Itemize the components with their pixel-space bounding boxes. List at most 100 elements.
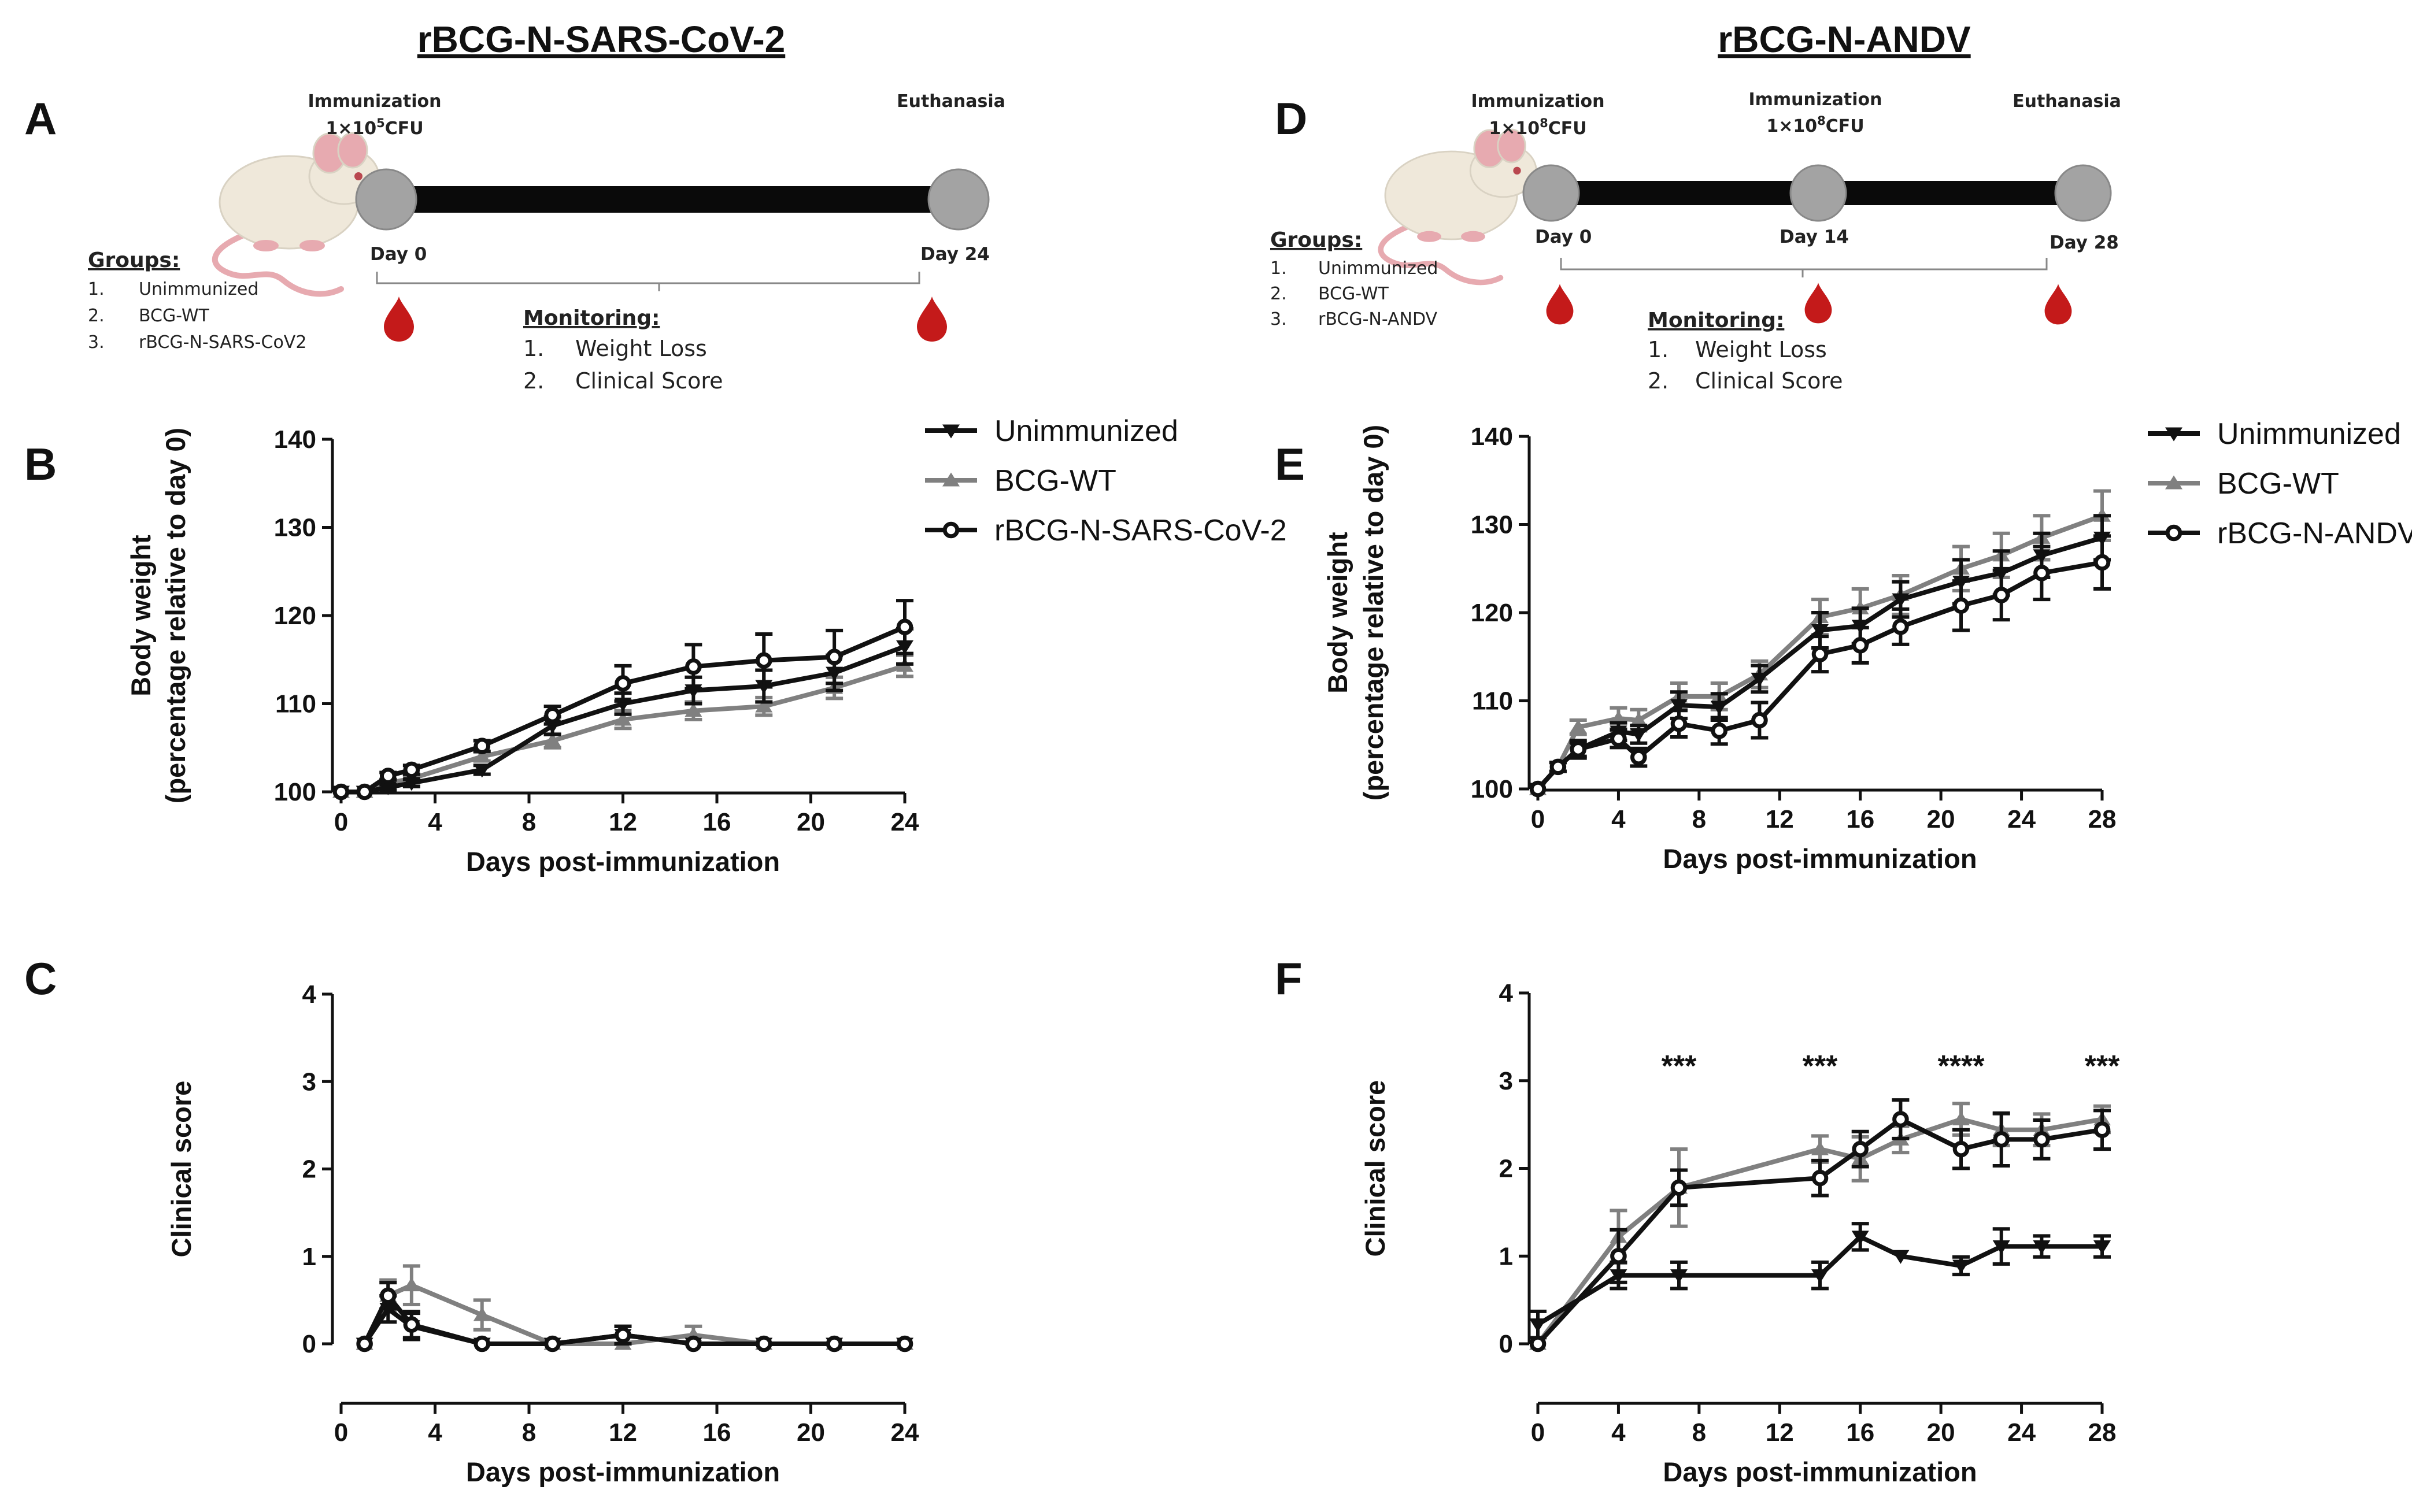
- data-point-circle: [1952, 597, 1970, 614]
- y-axis-label-secondary: (percentage relative to day 0): [1358, 425, 1389, 801]
- data-point-triangle-up: [942, 472, 960, 487]
- x-tick-label: 4: [428, 1418, 442, 1447]
- y-tick-label: 4: [1499, 979, 1514, 1007]
- x-tick-label: 0: [334, 808, 348, 836]
- significance-annotation: ***: [1662, 1050, 1697, 1083]
- data-point-circle: [755, 652, 772, 669]
- timeline-day-end: Day 28: [2050, 232, 2119, 253]
- data-point-triangle-down: [942, 424, 960, 439]
- x-axis-label: Days post-immunization: [1663, 843, 1977, 874]
- series-line: [362, 1293, 905, 1346]
- data-point-circle: [685, 658, 702, 675]
- series-unimmunized: [1529, 1222, 2111, 1340]
- timeline-day-start: Day 0: [1535, 227, 1592, 247]
- right-column-title: rBCG-N-ANDV: [1718, 18, 1971, 60]
- x-tick-label: 0: [334, 1418, 348, 1447]
- data-point-triangle-down: [2033, 1240, 2051, 1255]
- data-point-circle: [1892, 618, 1909, 635]
- x-tick-label: 20: [1927, 805, 1955, 833]
- data-point-circle: [1993, 587, 2010, 603]
- x-tick-label: 16: [703, 808, 731, 836]
- x-tick-label: 8: [522, 808, 536, 836]
- timeline-node-mid: [1789, 164, 1847, 222]
- monitoring-title: Monitoring:: [523, 306, 660, 330]
- series-rbcg-n-andv: [1529, 534, 2111, 798]
- series-line: [1536, 1234, 2102, 1327]
- data-point-triangle-up: [543, 733, 561, 747]
- data-point-circle: [615, 675, 631, 692]
- blood-drop-icon: [1804, 283, 1832, 324]
- data-point-circle: [1811, 646, 1829, 662]
- group-item-num: 2.: [1270, 284, 1287, 304]
- monitoring-item-num: 2.: [523, 368, 544, 394]
- groups-title: Groups:: [1270, 228, 1362, 252]
- x-tick-label: 20: [797, 808, 825, 836]
- data-point-triangle-down: [379, 781, 397, 795]
- data-point-triangle-up: [755, 698, 773, 713]
- data-point-triangle-up: [473, 1307, 491, 1321]
- data-point-triangle-down: [473, 764, 491, 778]
- y-tick-label: 2: [1499, 1155, 1513, 1183]
- x-tick-label: 0: [1531, 1418, 1545, 1447]
- legend-label: Unimmunized: [994, 414, 1178, 448]
- data-point-triangle-up: [614, 711, 632, 726]
- timeline-node-start: [355, 168, 417, 231]
- timeline-d: Immunization 1×108CFU Immunization 1×108…: [1270, 90, 2121, 394]
- data-point-circle: [403, 1316, 420, 1333]
- timeline-day-mid: Day 14: [1780, 227, 1849, 247]
- timeline-dose-label: 1×108CFU: [1766, 114, 1864, 136]
- blood-drop-icon: [917, 297, 947, 342]
- data-point-triangle-up: [402, 1277, 420, 1292]
- x-tick-label: 16: [1846, 805, 1874, 833]
- x-tick-label: 12: [609, 1418, 637, 1447]
- panel-label-c: C: [24, 953, 57, 1004]
- blood-drop-icon: [1546, 284, 1574, 325]
- x-tick-label: 12: [1766, 1418, 1794, 1447]
- monitoring-item-name: Weight Loss: [1695, 337, 1827, 362]
- data-point-circle: [615, 1326, 631, 1344]
- group-item-num: 1.: [88, 279, 105, 299]
- timeline-euthanasia-label: Euthanasia: [897, 91, 1005, 112]
- monitoring-bracket: [376, 272, 920, 291]
- group-item-name: rBCG-N-SARS-CoV2: [139, 332, 306, 353]
- data-point-triangle-up: [2165, 475, 2182, 490]
- y-tick-label: 110: [275, 690, 316, 718]
- y-tick-label: 130: [274, 514, 316, 542]
- timeline-bar: [386, 186, 959, 213]
- data-point-circle: [1549, 758, 1567, 776]
- left-column-title: rBCG-N-SARS-CoV-2: [417, 18, 785, 60]
- data-point-circle: [896, 1335, 913, 1352]
- timeline-node-start: [1522, 164, 1580, 222]
- y-tick-label: 2: [302, 1155, 316, 1184]
- panel-label-a: A: [24, 93, 57, 144]
- data-point-triangle-up: [1811, 1141, 1829, 1155]
- data-point-triangle-down: [1670, 699, 1688, 713]
- series-rbcg-n-sars-cov-2: [356, 1281, 913, 1352]
- chart-legend: Unimmunized BCG-WT rBCG-N-ANDV: [2148, 417, 2412, 550]
- data-point-triangle-down: [1851, 1231, 1869, 1245]
- legend-label: rBCG-N-ANDV: [2217, 517, 2412, 550]
- data-point-circle: [1670, 1179, 1688, 1196]
- data-point-triangle-down: [1952, 1259, 1970, 1274]
- y-tick-label: 1: [302, 1243, 316, 1271]
- timeline-euthanasia-label: Euthanasia: [2013, 91, 2121, 112]
- monitoring-bracket: [1560, 258, 2048, 277]
- data-point-circle: [1852, 1140, 1869, 1158]
- panel-label-d: D: [1275, 93, 1307, 144]
- group-item-name: rBCG-N-ANDV: [1318, 309, 1438, 329]
- timeline-day-end: Day 24: [920, 244, 990, 265]
- x-tick-label: 24: [2007, 1418, 2036, 1447]
- data-point-circle: [2093, 554, 2111, 571]
- y-tick-label: 4: [302, 980, 317, 1009]
- y-tick-label: 140: [1471, 423, 1513, 451]
- y-tick-label: 100: [274, 778, 316, 806]
- data-point-triangle-up: [1952, 1111, 1970, 1126]
- y-tick-label: 3: [1499, 1067, 1513, 1095]
- y-tick-label: 3: [302, 1068, 316, 1096]
- blood-drop-icon: [2044, 284, 2072, 325]
- x-tick-label: 20: [797, 1418, 825, 1447]
- monitoring-item-num: 1.: [1648, 337, 1669, 362]
- data-point-triangle-down: [1670, 1269, 1688, 1284]
